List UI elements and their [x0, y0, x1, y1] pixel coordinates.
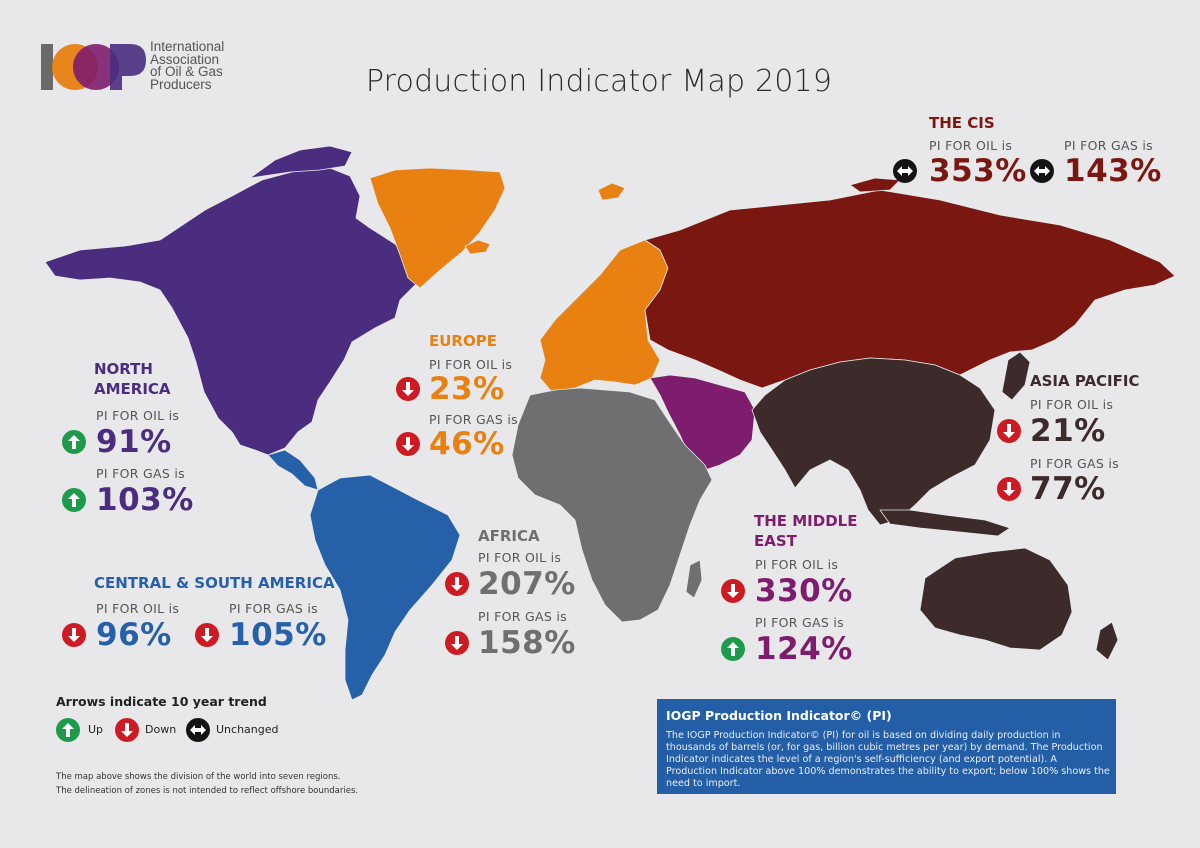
down-arrow-icon: [997, 477, 1021, 501]
eu-gas-value: 46%: [429, 426, 505, 462]
region-central-america: [267, 449, 319, 491]
csa-oil-label: PI FOR OIL is: [96, 601, 180, 616]
eu-gas-label: PI FOR GAS is: [429, 412, 518, 427]
region-name-europe: EUROPE: [429, 332, 497, 350]
region-name-asia-pacific: ASIA PACIFIC: [1030, 372, 1140, 390]
region-name-central-south-america: CENTRAL & SOUTH AMERICA: [94, 574, 335, 592]
region-madagascar: [685, 559, 703, 599]
region-cis-islands: [849, 177, 901, 193]
logo-text: International Association of Oil & Gas P…: [150, 39, 225, 92]
eu-oil-label: PI FOR OIL is: [429, 357, 513, 372]
down-arrow-icon: [445, 631, 469, 655]
cis-oil-value: 353%: [929, 153, 1027, 189]
me-gas-value: 124%: [755, 631, 853, 667]
ap-gas-value: 77%: [1030, 471, 1106, 507]
region-africa: [511, 387, 713, 623]
legend-title: Arrows indicate 10 year trend: [56, 694, 267, 709]
me-gas-label: PI FOR GAS is: [755, 615, 844, 630]
region-iceland: [464, 239, 491, 255]
info-box-body: The IOGP Production Indicator© (PI) for …: [666, 730, 1110, 789]
region-japan: [1001, 351, 1031, 401]
region-name-middle-east: THE MIDDLE EAST: [754, 512, 858, 550]
logo-line-3: of Oil & Gas: [150, 64, 223, 79]
cis-oil-label: PI FOR OIL is: [929, 138, 1013, 153]
csa-gas-value: 105%: [229, 617, 327, 653]
down-arrow-icon: [195, 623, 219, 647]
iogp-logo-mark: [41, 44, 146, 90]
legend-down-label: Down: [145, 723, 177, 736]
up-arrow-icon: [56, 718, 80, 742]
region-australia: [919, 547, 1073, 651]
region-cis: [644, 189, 1176, 389]
af-gas-value: 158%: [478, 625, 576, 661]
na-gas-value: 103%: [96, 482, 194, 518]
down-arrow-icon: [115, 718, 139, 742]
na-oil-value: 91%: [96, 424, 172, 460]
region-asia-pacific: [751, 357, 996, 526]
ap-oil-value: 21%: [1030, 413, 1106, 449]
legend-unchanged-label: Unchanged: [216, 723, 279, 736]
region-south-america: [309, 474, 461, 701]
eu-oil-value: 23%: [429, 371, 505, 407]
iogp-logo: International Association of Oil & Gas P…: [38, 40, 238, 96]
ap-oil-label: PI FOR OIL is: [1030, 397, 1114, 412]
down-arrow-icon: [62, 623, 86, 647]
cis-gas-value: 143%: [1064, 153, 1162, 189]
cis-gas-label: PI FOR GAS is: [1064, 138, 1153, 153]
info-box-heading: IOGP Production Indicator© (PI): [666, 708, 892, 723]
region-middle-east: [649, 374, 756, 471]
page-title: Production Indicator Map 2019: [365, 64, 833, 99]
csa-oil-value: 96%: [96, 617, 172, 653]
csa-gas-label: PI FOR GAS is: [229, 601, 318, 616]
down-arrow-icon: [721, 579, 745, 603]
up-arrow-icon: [62, 430, 86, 454]
region-north-america: [44, 167, 419, 456]
logo-line-2: Association: [150, 51, 220, 67]
region-greenland: [369, 167, 506, 289]
region-north-america-islands: [249, 145, 353, 179]
me-oil-label: PI FOR OIL is: [755, 557, 839, 572]
af-oil-value: 207%: [478, 566, 576, 602]
down-arrow-icon: [396, 432, 420, 456]
na-gas-label: PI FOR GAS is: [96, 466, 185, 481]
up-arrow-icon: [721, 637, 745, 661]
region-name-north-america: NORTH AMERICA: [94, 360, 171, 398]
me-oil-value: 330%: [755, 573, 853, 609]
down-arrow-icon: [396, 377, 420, 401]
info-box: IOGP Production Indicator© (PI) The IOGP…: [657, 699, 1116, 794]
ap-gas-label: PI FOR GAS is: [1030, 456, 1119, 471]
note-line-2: The delineation of zones is not intended…: [56, 786, 359, 796]
unchanged-arrow-icon: [1030, 159, 1054, 183]
logo-line-1: International: [150, 39, 225, 54]
down-arrow-icon: [997, 419, 1021, 443]
unchanged-arrow-icon: [186, 718, 210, 742]
region-europe-islands: [597, 182, 626, 201]
region-indonesia: [879, 509, 1011, 537]
down-arrow-icon: [445, 572, 469, 596]
region-name-cis: THE CIS: [929, 114, 995, 132]
unchanged-arrow-icon: [893, 159, 917, 183]
af-oil-label: PI FOR OIL is: [478, 550, 562, 565]
region-name-africa: AFRICA: [478, 527, 540, 545]
af-gas-label: PI FOR GAS is: [478, 609, 567, 624]
note-line-1: The map above shows the division of the …: [56, 772, 341, 782]
region-new-zealand: [1095, 621, 1119, 661]
logo-line-4: Producers: [150, 76, 212, 92]
up-arrow-icon: [62, 488, 86, 512]
legend-up-label: Up: [88, 723, 104, 736]
na-oil-label: PI FOR OIL is: [96, 408, 180, 423]
